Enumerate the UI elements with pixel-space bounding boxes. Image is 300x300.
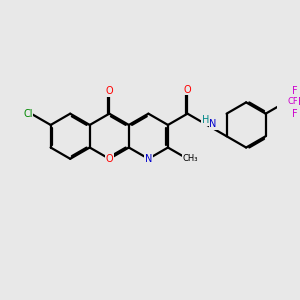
- Text: O: O: [106, 154, 113, 164]
- Text: O: O: [184, 85, 191, 95]
- Text: F: F: [292, 86, 298, 96]
- Text: N: N: [209, 119, 217, 129]
- Text: F: F: [298, 98, 300, 107]
- Text: CH₃: CH₃: [182, 154, 198, 163]
- Text: H: H: [202, 115, 209, 125]
- Text: CF₃: CF₃: [287, 97, 300, 106]
- Text: N: N: [145, 154, 152, 164]
- Text: O: O: [106, 86, 113, 96]
- Text: Cl: Cl: [23, 109, 33, 119]
- Text: F: F: [292, 109, 298, 119]
